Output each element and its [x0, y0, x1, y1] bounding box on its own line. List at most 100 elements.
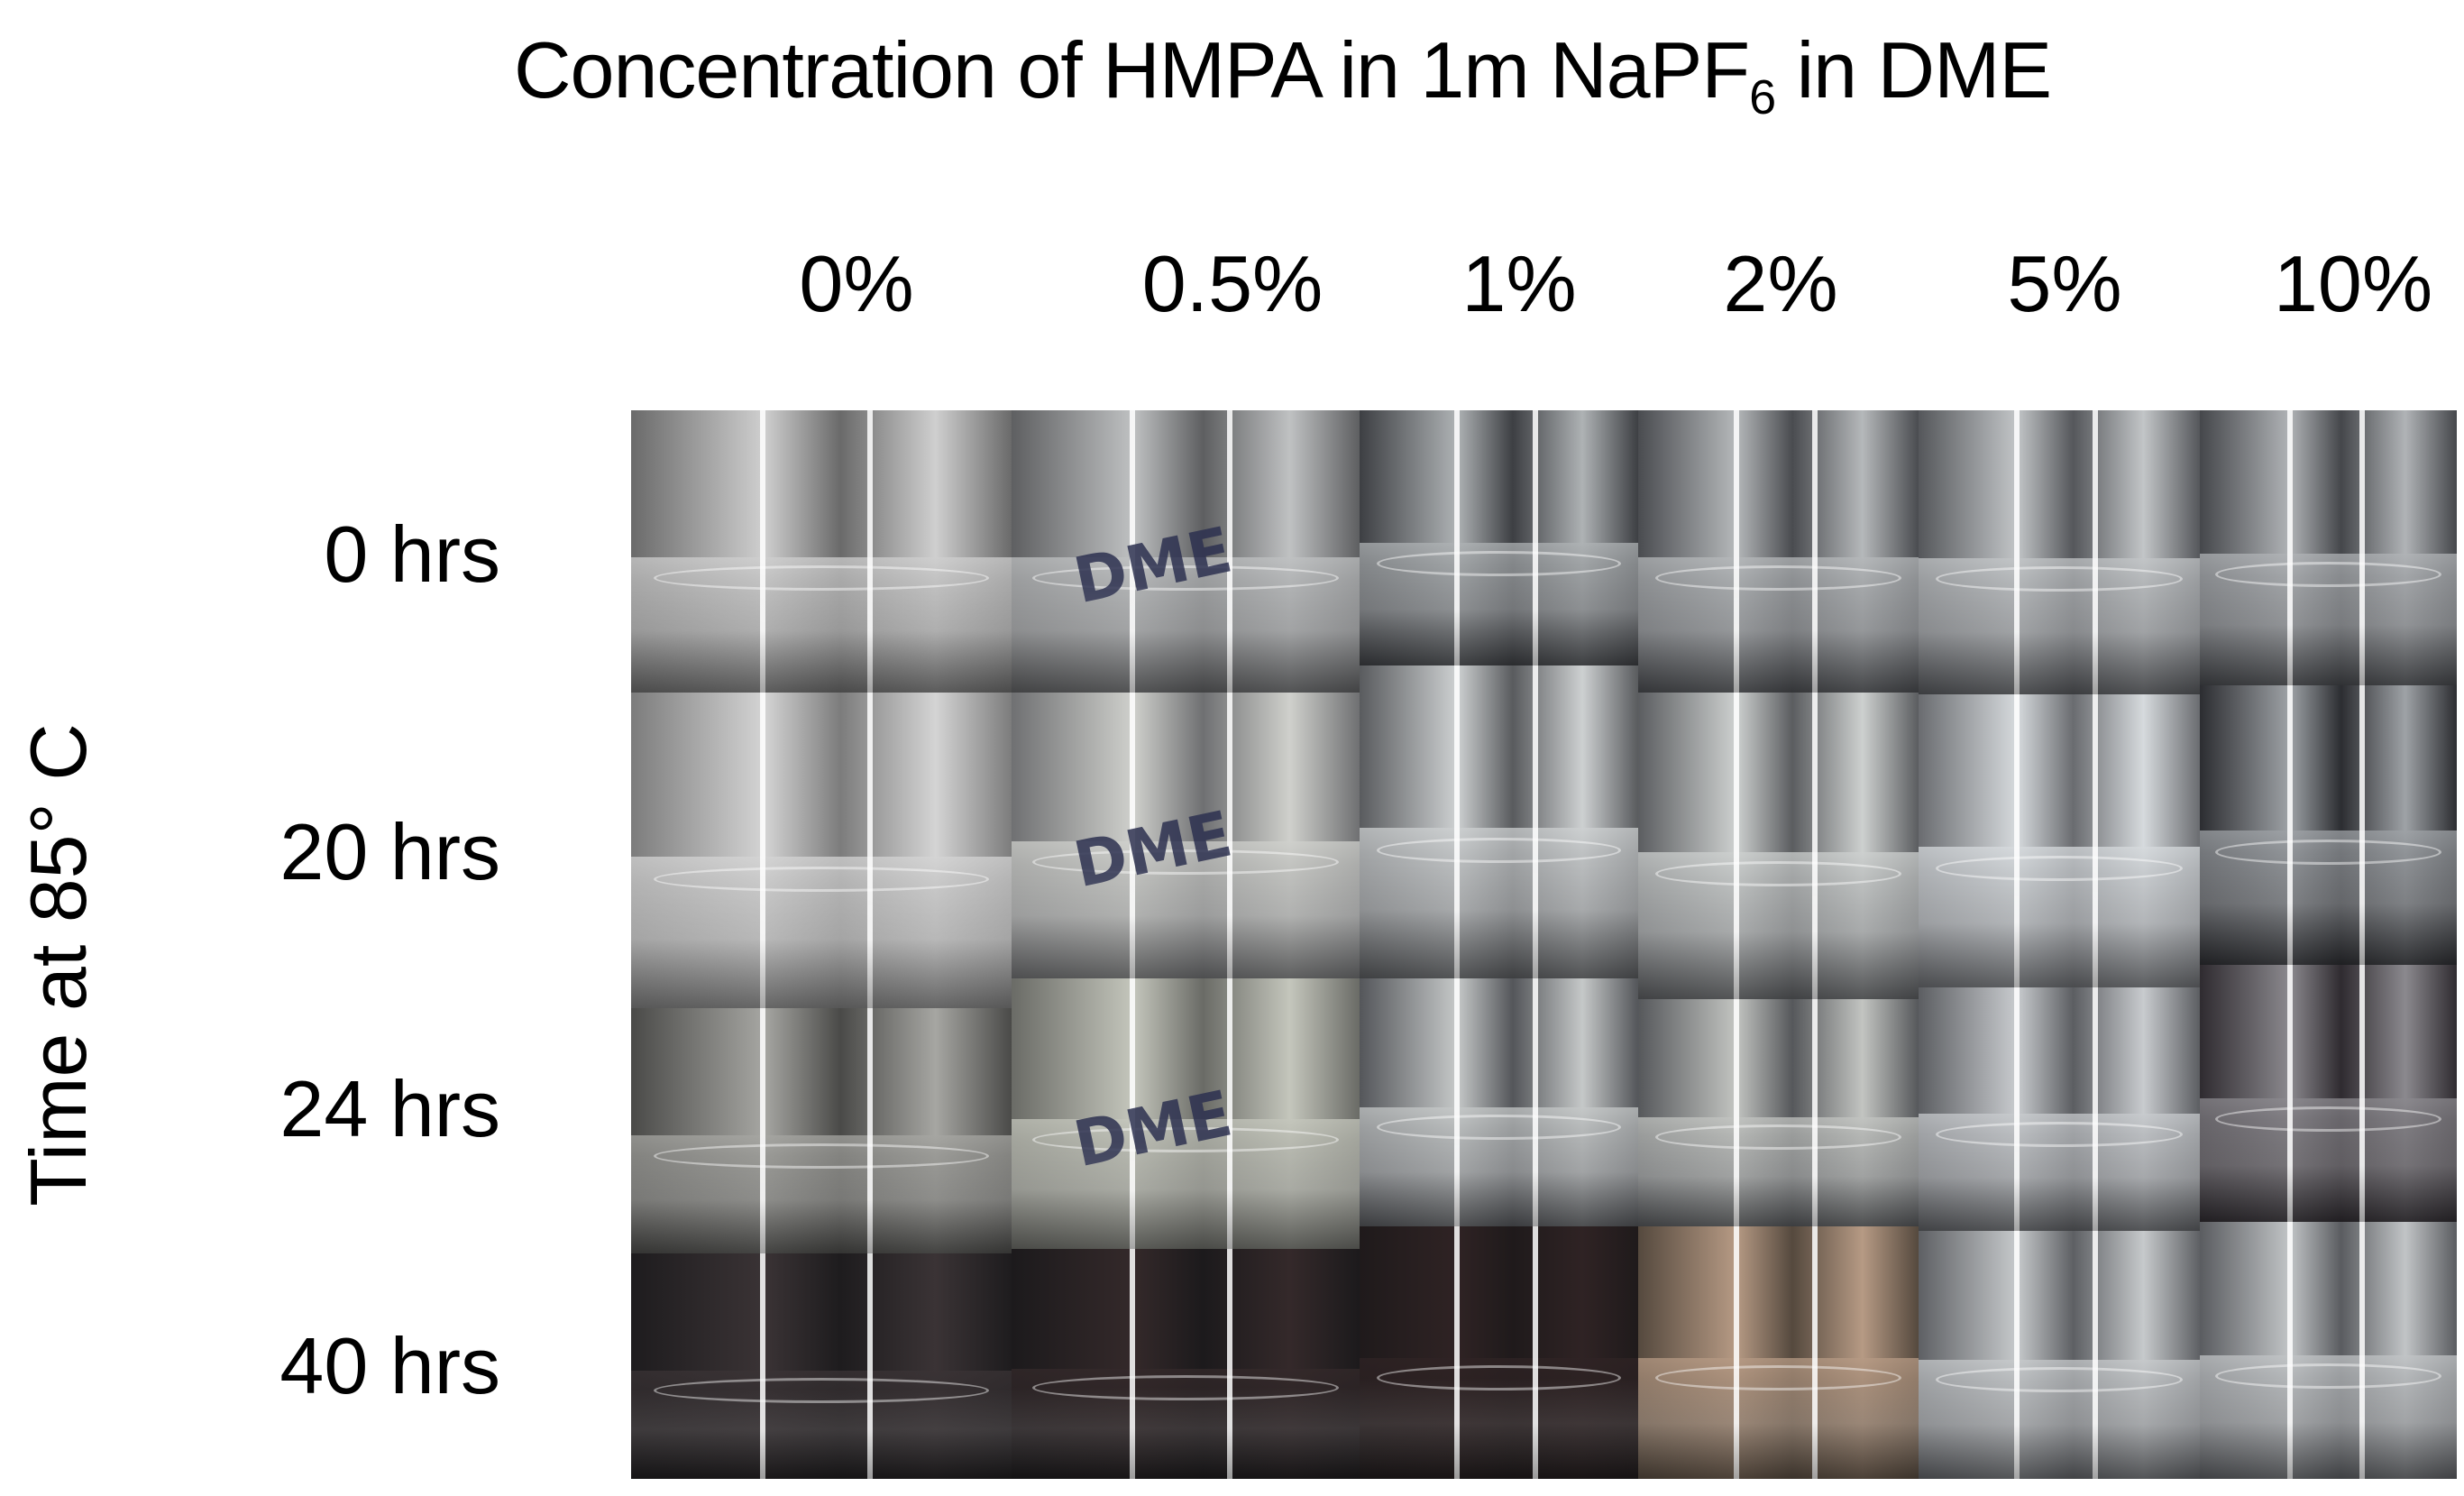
vial-highlight: [2014, 694, 2020, 987]
vial-photo-r0-c0: [631, 410, 1012, 693]
vial-highlight: [1734, 410, 1739, 693]
vial-highlight: [1734, 693, 1739, 999]
vial-meniscus: [1935, 1122, 2184, 1147]
vial-meniscus: [1032, 565, 1339, 591]
vial-photo-r1-c5: [2200, 685, 2457, 965]
vial-highlight: [2093, 987, 2098, 1231]
vial-highlight: [2093, 1231, 2098, 1479]
vial-meniscus: [1654, 861, 1902, 886]
vial-photo-r3-c5: [2200, 1222, 2457, 1479]
title-subscript: 6: [1749, 70, 1776, 124]
vial-highlight: [867, 1253, 873, 1479]
vial-meniscus: [1935, 566, 2184, 592]
vial-meniscus: [1376, 1115, 1622, 1140]
row-label-24-hrs: 24 hrs: [279, 1064, 500, 1153]
vial-highlight: [1812, 410, 1818, 693]
vial-highlight: [760, 410, 765, 693]
vial-highlight: [760, 1253, 765, 1479]
vial-highlight: [1533, 978, 1538, 1226]
vial-highlight: [1812, 693, 1818, 999]
vial-highlight: [1454, 978, 1460, 1226]
vial-highlight: [2359, 1222, 2365, 1479]
vial-photo-r3-c1: [1012, 1249, 1360, 1479]
vial-highlight: [1734, 999, 1739, 1226]
vial-highlight: [2359, 685, 2365, 965]
vial-highlight: [1734, 1226, 1739, 1479]
vial-meniscus: [1935, 1367, 2184, 1392]
vial-highlight: [1227, 1249, 1232, 1479]
vial-meniscus: [654, 1378, 989, 1403]
vial-meniscus: [654, 867, 989, 892]
vial-highlight: [867, 693, 873, 1008]
vial-meniscus: [1376, 1365, 1622, 1390]
vial-highlight: [2359, 410, 2365, 685]
row-label-20-hrs: 20 hrs: [279, 807, 500, 896]
vial-meniscus: [2215, 1106, 2441, 1132]
vial-highlight: [2093, 694, 2098, 987]
vial-highlight: [1454, 1226, 1460, 1479]
vial-highlight: [760, 693, 765, 1008]
vial-highlight: [1227, 693, 1232, 978]
figure-title: Concentration of HMPA in 1m NaPF6 in DME: [514, 16, 2443, 124]
vial-meniscus: [2215, 1363, 2441, 1389]
vial-photo-r1-c1: DME: [1012, 693, 1360, 978]
title-main: Concentration of HMPA in 1m NaPF: [514, 25, 1750, 115]
vial-photo-r1-c0: [631, 693, 1012, 1008]
vial-highlight: [1533, 665, 1538, 978]
vial-highlight: [2287, 965, 2293, 1222]
vial-meniscus: [1654, 565, 1902, 591]
vial-meniscus: [1032, 1127, 1339, 1152]
vial-highlight: [1454, 665, 1460, 978]
vial-highlight: [2014, 410, 2020, 694]
vial-meniscus: [2215, 840, 2441, 865]
vial-meniscus: [1032, 1375, 1339, 1400]
vial-highlight: [1533, 410, 1538, 665]
vial-highlight: [760, 1008, 765, 1253]
vial-highlight: [2287, 685, 2293, 965]
title-suffix: in DME: [1775, 25, 2053, 115]
vial-photo-r3-c3: [1638, 1226, 1919, 1479]
column-label-0: 0%: [799, 239, 914, 328]
vial-photo-r3-c4: [1919, 1231, 2200, 1479]
vial-highlight: [867, 1008, 873, 1253]
vial-photo-r2-c3: [1638, 999, 1919, 1226]
vial-highlight: [867, 410, 873, 693]
vial-highlight: [2093, 410, 2098, 694]
vial-meniscus: [1376, 551, 1622, 576]
vial-meniscus: [1654, 1124, 1902, 1150]
vial-meniscus: [654, 1143, 989, 1169]
vial-photo-r1-c4: [1919, 694, 2200, 987]
vial-photo-r0-c2: [1360, 410, 1638, 665]
vial-meniscus: [2215, 562, 2441, 587]
vial-highlight: [1812, 999, 1818, 1226]
vial-highlight: [2014, 987, 2020, 1231]
vial-photo-r2-c1: DME: [1012, 978, 1360, 1249]
vial-meniscus: [1376, 838, 1622, 863]
vial-photo-r3-c2: [1360, 1226, 1638, 1479]
column-label-0-5: 0.5%: [1141, 239, 1324, 328]
vial-meniscus: [654, 565, 989, 591]
vial-photo-r1-c2: [1360, 665, 1638, 978]
vial-photo-r2-c2: [1360, 978, 1638, 1226]
vial-highlight: [1227, 410, 1232, 693]
vial-highlight: [1130, 410, 1135, 693]
column-label-1: 1%: [1461, 239, 1577, 328]
vial-highlight: [1227, 978, 1232, 1249]
vial-meniscus: [1032, 849, 1339, 875]
vial-photo-r3-c0: [631, 1253, 1012, 1479]
row-label-0-hrs: 0 hrs: [324, 509, 500, 599]
vial-photo-r2-c0: [631, 1008, 1012, 1253]
vial-highlight: [1130, 978, 1135, 1249]
vial-highlight: [1130, 693, 1135, 978]
vial-highlight: [1454, 410, 1460, 665]
row-label-40-hrs: 40 hrs: [279, 1321, 500, 1410]
vial-photo-r0-c1: DME: [1012, 410, 1360, 693]
vial-highlight: [2287, 1222, 2293, 1479]
vial-highlight: [2014, 1231, 2020, 1479]
vial-photo-r0-c3: [1638, 410, 1919, 693]
vial-meniscus: [1935, 856, 2184, 881]
vial-highlight: [1812, 1226, 1818, 1479]
column-label-2: 2%: [1723, 239, 1838, 328]
vial-meniscus: [1654, 1365, 1902, 1390]
